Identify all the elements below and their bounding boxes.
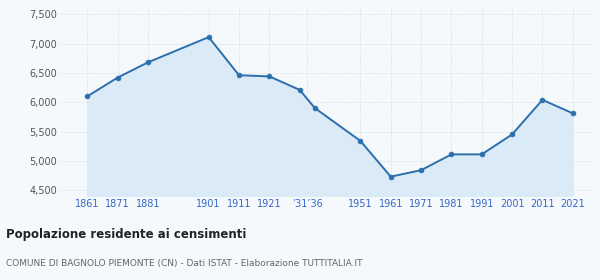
- Text: COMUNE DI BAGNOLO PIEMONTE (CN) - Dati ISTAT - Elaborazione TUTTITALIA.IT: COMUNE DI BAGNOLO PIEMONTE (CN) - Dati I…: [6, 259, 362, 268]
- Text: Popolazione residente ai censimenti: Popolazione residente ai censimenti: [6, 228, 247, 241]
